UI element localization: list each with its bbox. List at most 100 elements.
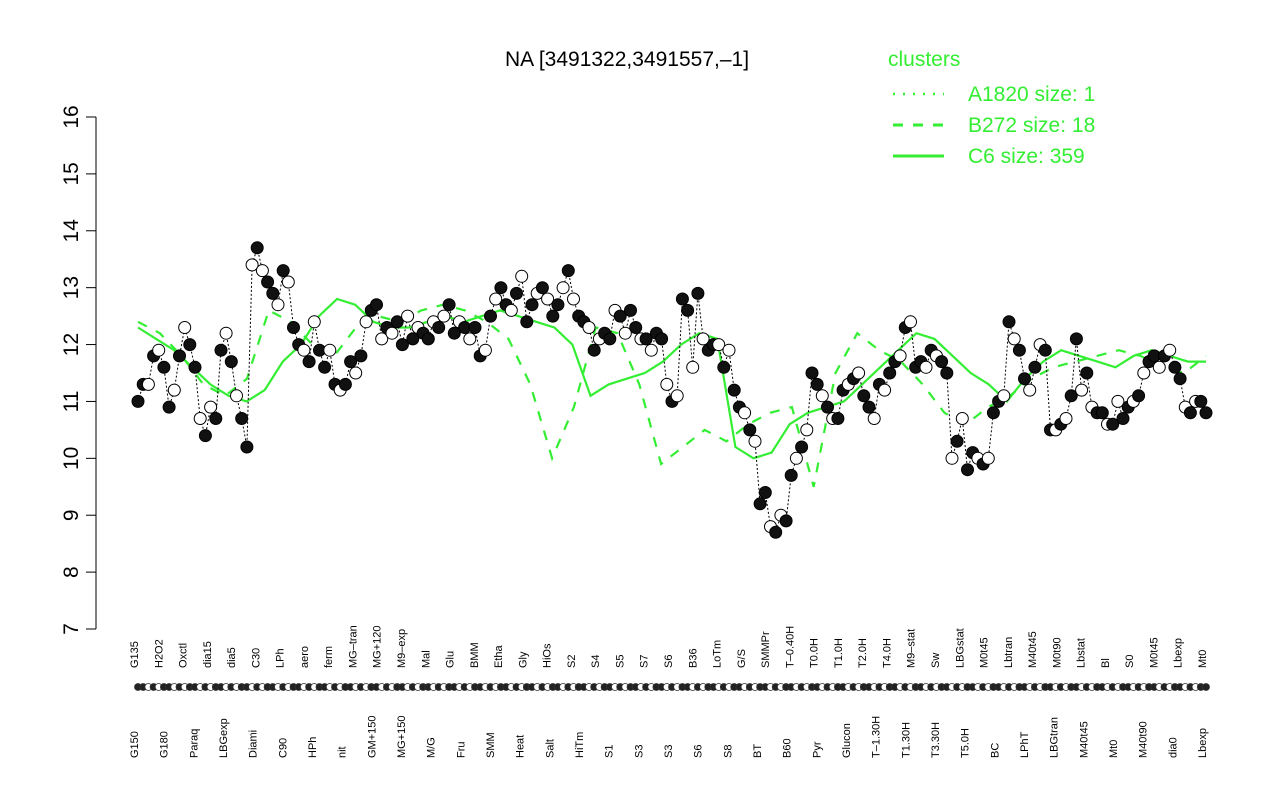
x-tick-label-top: G135 xyxy=(129,641,141,668)
x-tick-label-top: dia15 xyxy=(202,641,214,668)
data-point xyxy=(1075,383,1089,397)
data-point xyxy=(561,264,575,278)
data-point xyxy=(344,355,358,369)
data-point xyxy=(1018,372,1031,386)
data-point xyxy=(738,406,752,420)
x-tick-label-top: Sw xyxy=(930,653,942,668)
x-tick-label-bottom: T1.30H xyxy=(900,722,912,758)
legend-label-c6: C6 size: 359 xyxy=(968,145,1085,168)
x-tick-label-top: S7 xyxy=(639,655,651,668)
data-point xyxy=(157,360,171,374)
data-point xyxy=(318,360,332,374)
data-point xyxy=(437,309,451,323)
x-tick-label-bottom: B60 xyxy=(782,738,794,758)
x-tick-label-top: T0.0H xyxy=(809,638,821,668)
x-tick-label-top: M0t90 xyxy=(1051,637,1063,668)
x-tick-label-top: T–0.40H xyxy=(784,626,796,668)
x-tick-label-bottom: S3 xyxy=(663,745,675,758)
data-point xyxy=(214,343,228,357)
data-point xyxy=(276,264,290,278)
x-tick-label-top: SMMPr xyxy=(760,631,772,668)
x-tick-label-bottom: Mt0 xyxy=(1108,740,1120,758)
data-point xyxy=(551,298,565,312)
data-point xyxy=(867,412,881,425)
data-point xyxy=(370,298,383,312)
data-point xyxy=(795,440,809,454)
x-tick-label-bottom: MG+150 xyxy=(396,716,408,759)
x-tick-label-bottom: T3.30H xyxy=(930,722,942,758)
x-tick-label-top: M40t45 xyxy=(1027,631,1039,668)
expression-path xyxy=(137,245,1207,534)
x-tick-label-bottom: Paraq xyxy=(188,729,200,758)
x-tick-label-top: HiOs xyxy=(542,643,554,668)
data-point xyxy=(1111,394,1125,408)
data-point xyxy=(510,286,523,300)
data-point xyxy=(255,264,269,278)
data-point xyxy=(1152,360,1166,374)
x-tick-label-bottom: LBGexp xyxy=(218,718,230,758)
data-point xyxy=(691,286,705,300)
x-tick-label-top: Mt0 xyxy=(1197,650,1209,668)
x-tick-label-top: S5 xyxy=(615,655,627,668)
x-tick-label-top: MG+120 xyxy=(372,626,384,669)
data-point xyxy=(546,309,560,323)
data-point xyxy=(748,434,762,448)
data-point xyxy=(494,281,508,295)
x-tick-label-bottom: Fru xyxy=(455,742,467,759)
y-tick-label: 13 xyxy=(60,276,83,299)
x-tick-label-top: Lbexp xyxy=(1173,638,1185,668)
x-tick-label-bottom: HPh xyxy=(307,737,319,758)
x-tick-label-top: S2 xyxy=(566,655,578,668)
data-point xyxy=(1095,406,1109,420)
data-point xyxy=(696,332,710,346)
data-point xyxy=(1163,343,1177,357)
data-point xyxy=(359,315,373,329)
x-tick-label-bottom: Diami xyxy=(248,730,260,758)
data-point xyxy=(152,343,166,357)
x-tick-label-top: S4 xyxy=(590,655,602,668)
data-point xyxy=(717,360,731,374)
data-point xyxy=(354,349,368,363)
data-point xyxy=(805,366,819,380)
x-tick-label-top: Glu xyxy=(445,651,457,668)
data-point xyxy=(670,389,684,403)
y-tick-label: 9 xyxy=(60,509,83,521)
data-point xyxy=(789,451,803,465)
data-point xyxy=(883,366,897,380)
data-point xyxy=(230,389,243,403)
data-point xyxy=(447,326,461,340)
data-point xyxy=(784,468,798,482)
data-point xyxy=(1069,332,1083,346)
data-point xyxy=(815,389,829,403)
y-tick-label: 8 xyxy=(60,566,83,578)
data-point xyxy=(287,321,300,334)
data-point xyxy=(639,332,653,346)
data-point xyxy=(141,377,155,391)
data-point xyxy=(945,451,959,465)
x-tick-label-top: S6 xyxy=(663,655,675,668)
data-point xyxy=(893,349,907,363)
data-point xyxy=(675,292,689,306)
data-point xyxy=(1137,366,1151,380)
data-point xyxy=(468,321,482,334)
data-point xyxy=(556,281,570,295)
x-tick-label-bottom: Glucon xyxy=(841,723,853,758)
data-point xyxy=(862,400,876,414)
x-tick-label-bottom: M40t90 xyxy=(1138,721,1150,758)
data-point xyxy=(478,343,492,357)
data-point xyxy=(432,321,446,334)
data-point xyxy=(629,321,643,334)
data-point xyxy=(442,298,456,312)
data-point xyxy=(484,309,497,323)
data-point xyxy=(266,286,280,300)
x-tick-label-top: Mal xyxy=(420,650,432,668)
data-point xyxy=(878,383,892,397)
data-point xyxy=(395,338,409,352)
y-tick-label: 12 xyxy=(60,333,83,356)
data-point xyxy=(1183,406,1197,420)
data-point xyxy=(198,429,212,443)
x-tick-label-top: M0t45 xyxy=(979,637,991,668)
data-point xyxy=(950,434,964,448)
data-point xyxy=(624,303,637,317)
y-tick-label: 10 xyxy=(60,447,83,470)
